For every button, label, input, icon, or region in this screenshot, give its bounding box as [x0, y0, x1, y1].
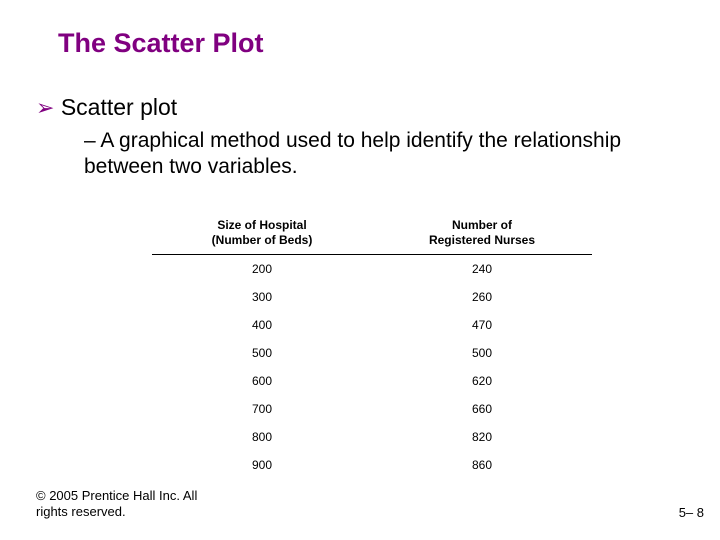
- table-cell: 700: [152, 395, 372, 423]
- table-cell: 900: [152, 451, 372, 479]
- table-cell: 500: [372, 339, 592, 367]
- table-cell: 860: [372, 451, 592, 479]
- table-cell: 400: [152, 311, 372, 339]
- bullet-level-2-dash: –: [84, 129, 96, 152]
- table-row: 700660: [152, 395, 592, 423]
- copyright-line-2: rights reserved.: [36, 504, 197, 520]
- table-cell: 260: [372, 283, 592, 311]
- table-cell: 600: [152, 367, 372, 395]
- table-row: 500500: [152, 339, 592, 367]
- bullet-level-1-text: Scatter plot: [61, 94, 177, 120]
- bullet-level-2-text: A graphical method used to help identify…: [84, 129, 621, 178]
- bullet-level-1: ➢ Scatter plot: [36, 94, 177, 121]
- table-header-cell: Size of Hospital(Number of Beds): [152, 214, 372, 255]
- copyright-footer: © 2005 Prentice Hall Inc. All rights res…: [36, 488, 197, 521]
- table-row: 800820: [152, 423, 592, 451]
- data-table: Size of Hospital(Number of Beds) Number …: [152, 214, 592, 479]
- table-cell: 620: [372, 367, 592, 395]
- table-row: 900860: [152, 451, 592, 479]
- page-title: The Scatter Plot: [58, 28, 264, 59]
- page-number: 5– 8: [679, 505, 704, 520]
- bullet-level-2: – A graphical method used to help identi…: [84, 128, 644, 181]
- copyright-line-1: © 2005 Prentice Hall Inc. All: [36, 488, 197, 504]
- arrow-icon: ➢: [36, 95, 54, 121]
- table-row: 400470: [152, 311, 592, 339]
- table-cell: 240: [372, 255, 592, 284]
- table-header-cell: Number ofRegistered Nurses: [372, 214, 592, 255]
- table-row: 200240: [152, 255, 592, 284]
- table-cell: 200: [152, 255, 372, 284]
- table-body: 2002403002604004705005006006207006608008…: [152, 255, 592, 480]
- table-cell: 470: [372, 311, 592, 339]
- table-cell: 660: [372, 395, 592, 423]
- table-cell: 300: [152, 283, 372, 311]
- table-cell: 500: [152, 339, 372, 367]
- table-cell: 820: [372, 423, 592, 451]
- table-row: 300260: [152, 283, 592, 311]
- table-cell: 800: [152, 423, 372, 451]
- table-header-row: Size of Hospital(Number of Beds) Number …: [152, 214, 592, 255]
- table-row: 600620: [152, 367, 592, 395]
- data-table-container: Size of Hospital(Number of Beds) Number …: [152, 214, 592, 479]
